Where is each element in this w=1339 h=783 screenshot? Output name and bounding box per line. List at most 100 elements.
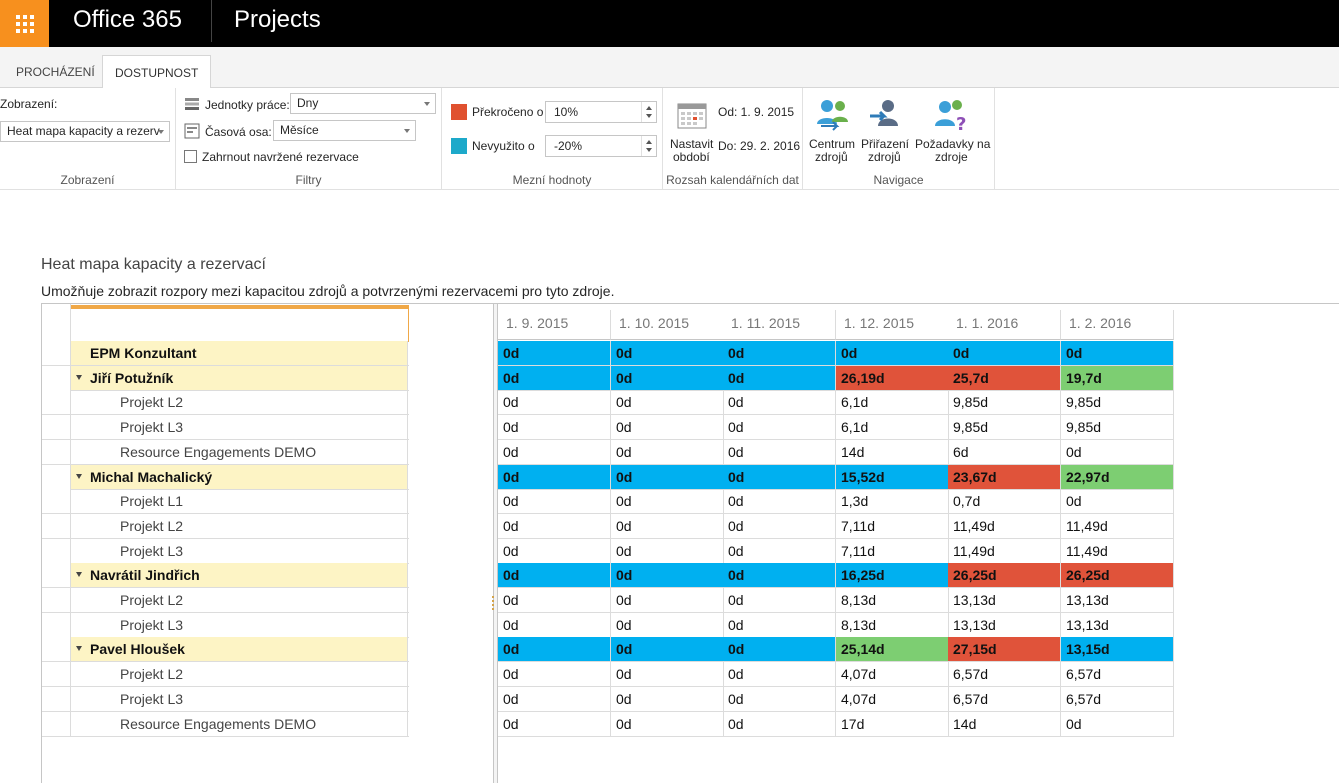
row-gutter[interactable] bbox=[42, 341, 71, 365]
heatmap-cell[interactable]: 0d bbox=[611, 365, 724, 391]
project-row[interactable]: Projekt L3 bbox=[42, 686, 409, 712]
row-name-cell[interactable]: Projekt L2 bbox=[71, 513, 408, 538]
heatmap-cell[interactable]: 0d bbox=[723, 563, 836, 589]
heatmap-cell[interactable]: 0d bbox=[498, 439, 611, 465]
collapse-triangle-icon[interactable] bbox=[76, 572, 82, 578]
heatmap-cell[interactable]: 13,15d bbox=[1061, 637, 1174, 663]
heatmap-cell[interactable]: 9,85d bbox=[948, 415, 1061, 441]
row-name-cell[interactable]: Resource Engagements DEMO bbox=[71, 439, 408, 464]
heatmap-cell[interactable]: 13,13d bbox=[948, 588, 1061, 613]
heatmap-cell[interactable]: 14d bbox=[836, 439, 949, 465]
collapse-triangle-icon[interactable] bbox=[76, 646, 82, 652]
spinner-down-icon[interactable] bbox=[646, 148, 652, 152]
heatmap-cell[interactable]: 6,1d bbox=[836, 390, 949, 416]
heatmap-cell[interactable]: 0d bbox=[611, 513, 724, 539]
row-name-cell[interactable]: Projekt L2 bbox=[71, 662, 408, 687]
heatmap-cell[interactable]: 0d bbox=[611, 464, 724, 490]
heatmap-cell[interactable]: 0d bbox=[723, 513, 836, 539]
heatmap-cell[interactable]: 6,57d bbox=[1061, 686, 1174, 712]
heatmap-cell[interactable]: 6,1d bbox=[836, 415, 949, 441]
heatmap-cell[interactable]: 11,49d bbox=[1061, 513, 1174, 539]
heatmap-cell[interactable]: 0d bbox=[723, 390, 836, 416]
row-name-cell[interactable]: EPM Konzultant bbox=[71, 341, 408, 365]
project-row[interactable]: Projekt L2 bbox=[42, 513, 409, 539]
row-gutter[interactable] bbox=[42, 662, 71, 687]
heatmap-cell[interactable]: 0d bbox=[723, 612, 836, 638]
heatmap-cell[interactable]: 0d bbox=[1061, 711, 1174, 737]
heatmap-cell[interactable]: 0d bbox=[498, 612, 611, 638]
row-gutter[interactable] bbox=[42, 538, 71, 563]
heatmap-cell[interactable]: 6d bbox=[948, 439, 1061, 465]
row-name-cell[interactable]: Projekt L3 bbox=[71, 686, 408, 711]
column-header-name[interactable] bbox=[70, 305, 409, 342]
units-select[interactable]: Dny bbox=[290, 93, 436, 114]
app-title[interactable]: Projects bbox=[234, 6, 321, 33]
spinner-down-icon[interactable] bbox=[646, 114, 652, 118]
row-gutter[interactable] bbox=[42, 637, 71, 662]
row-name-cell[interactable]: Michal Machalický bbox=[71, 464, 408, 489]
project-row[interactable]: Projekt L2 bbox=[42, 390, 409, 416]
timescale-select[interactable]: Měsíce bbox=[273, 120, 416, 141]
heatmap-cell[interactable]: 0d bbox=[498, 711, 611, 737]
row-gutter[interactable] bbox=[42, 588, 71, 612]
heatmap-cell[interactable]: 15,52d bbox=[836, 464, 949, 490]
heatmap-cell[interactable]: 0d bbox=[498, 464, 611, 490]
heatmap-cell[interactable]: 9,85d bbox=[1061, 415, 1174, 441]
heatmap-cell[interactable]: 6,57d bbox=[948, 662, 1061, 688]
timeline-column-header[interactable]: 1. 2. 2016 bbox=[1061, 310, 1174, 340]
heatmap-cell[interactable]: 0d bbox=[836, 341, 949, 366]
heatmap-cell[interactable]: 0d bbox=[498, 563, 611, 589]
timeline-column-header[interactable]: 1. 10. 2015 bbox=[611, 310, 724, 340]
heatmap-cell[interactable]: 0,7d bbox=[948, 489, 1061, 515]
timeline-column-header[interactable]: 1. 9. 2015 bbox=[498, 310, 611, 340]
tab-prochazeni[interactable]: PROCHÁZENÍ bbox=[16, 65, 95, 79]
splitter-grip-icon[interactable] bbox=[492, 596, 495, 610]
row-gutter[interactable] bbox=[42, 686, 71, 711]
heatmap-cell[interactable]: 0d bbox=[498, 415, 611, 441]
collapse-triangle-icon[interactable] bbox=[76, 374, 82, 380]
heatmap-cell[interactable]: 0d bbox=[723, 365, 836, 391]
heatmap-cell[interactable]: 0d bbox=[723, 662, 836, 688]
heatmap-cell[interactable]: 7,11d bbox=[836, 513, 949, 539]
row-name-cell[interactable]: Pavel Hloušek bbox=[71, 637, 408, 662]
heatmap-cell[interactable]: 0d bbox=[723, 489, 836, 515]
heatmap-cell[interactable]: 0d bbox=[611, 711, 724, 737]
heatmap-cell[interactable]: 27,15d bbox=[948, 637, 1061, 663]
resource-assignments-button[interactable]: Přiřazení zdrojů bbox=[860, 96, 912, 166]
row-name-cell[interactable]: Jiří Potužník bbox=[71, 365, 408, 390]
heatmap-cell[interactable]: 0d bbox=[1061, 439, 1174, 465]
heatmap-cell[interactable]: 0d bbox=[723, 588, 836, 613]
suite-brand[interactable]: Office 365 bbox=[73, 6, 182, 33]
project-row[interactable]: Projekt L3 bbox=[42, 415, 409, 441]
heatmap-cell[interactable]: 0d bbox=[948, 341, 1061, 366]
heatmap-cell[interactable]: 0d bbox=[498, 686, 611, 712]
heatmap-cell[interactable]: 0d bbox=[498, 341, 611, 366]
heatmap-cell[interactable]: 11,49d bbox=[1061, 538, 1174, 564]
timeline-column-header[interactable]: 1. 1. 2016 bbox=[948, 310, 1061, 340]
heatmap-cell[interactable]: 16,25d bbox=[836, 563, 949, 589]
row-gutter[interactable] bbox=[42, 711, 71, 736]
heatmap-cell[interactable]: 0d bbox=[611, 588, 724, 613]
heatmap-cell[interactable]: 9,85d bbox=[948, 390, 1061, 416]
spinner-up-icon[interactable] bbox=[646, 140, 652, 144]
heatmap-cell[interactable]: 0d bbox=[611, 439, 724, 465]
include-proposed-checkbox[interactable] bbox=[184, 150, 197, 163]
project-row[interactable]: Projekt L3 bbox=[42, 612, 409, 638]
heatmap-cell[interactable]: 13,13d bbox=[948, 612, 1061, 638]
resource-row[interactable]: EPM Konzultant bbox=[42, 341, 409, 366]
heatmap-cell[interactable]: 0d bbox=[723, 439, 836, 465]
heatmap-cell[interactable]: 22,97d bbox=[1061, 464, 1174, 490]
row-name-cell[interactable]: Projekt L3 bbox=[71, 612, 408, 637]
heatmap-cell[interactable]: 0d bbox=[611, 390, 724, 416]
heatmap-cell[interactable]: 0d bbox=[498, 538, 611, 564]
heatmap-cell[interactable]: 0d bbox=[611, 489, 724, 515]
heatmap-cell[interactable]: 7,11d bbox=[836, 538, 949, 564]
heatmap-cell[interactable]: 9,85d bbox=[1061, 390, 1174, 416]
heatmap-cell[interactable]: 0d bbox=[498, 513, 611, 539]
resource-requests-button[interactable]: ? Požadavky na zdroje bbox=[914, 96, 990, 166]
heatmap-cell[interactable]: 0d bbox=[498, 637, 611, 663]
heatmap-cell[interactable]: 0d bbox=[498, 662, 611, 688]
row-gutter[interactable] bbox=[42, 489, 71, 514]
resource-row[interactable]: Pavel Hloušek bbox=[42, 637, 409, 663]
heatmap-cell[interactable]: 17d bbox=[836, 711, 949, 737]
